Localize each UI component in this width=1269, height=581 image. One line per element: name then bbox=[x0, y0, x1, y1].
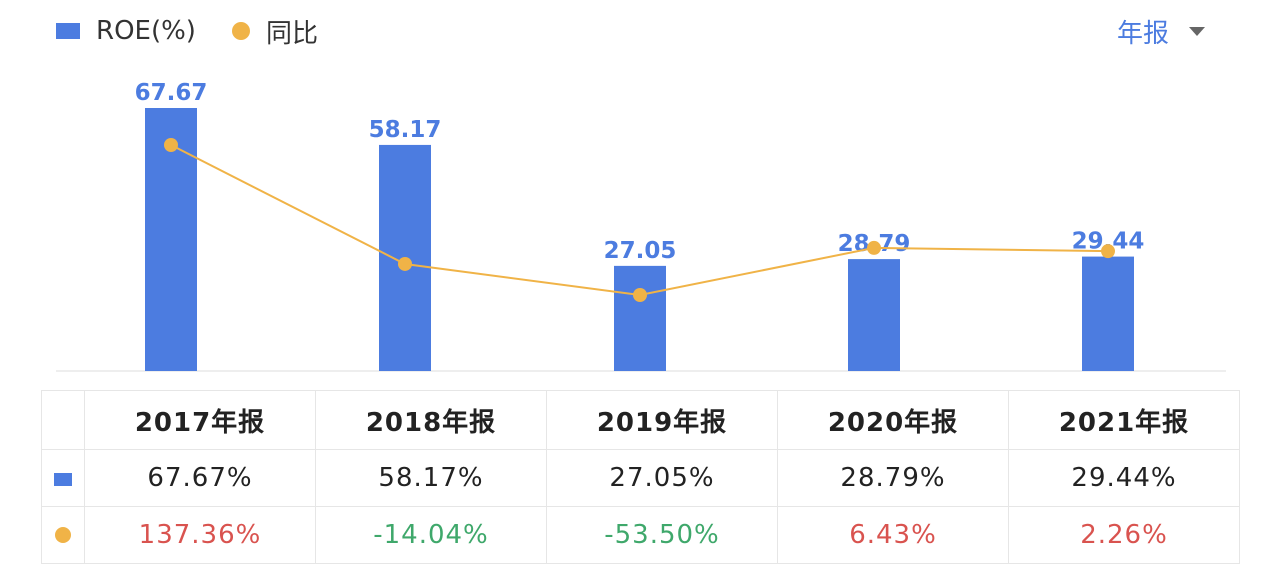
table-header-cell: 2019年报 bbox=[546, 390, 778, 450]
yoy-point bbox=[164, 138, 178, 152]
yoy-point bbox=[633, 288, 647, 302]
table-cell: 137.36% bbox=[84, 506, 316, 564]
table-header-cell: 2021年报 bbox=[1008, 390, 1240, 450]
roe-bar bbox=[614, 265, 666, 371]
table-cell: 29.44% bbox=[1008, 449, 1240, 507]
yoy-point bbox=[1101, 244, 1115, 259]
roe-row-marker bbox=[41, 449, 85, 507]
yoy-row-marker bbox=[41, 506, 85, 564]
yoy-legend-label: 同比 bbox=[265, 18, 318, 49]
table-header-cell: 2017年报 bbox=[84, 390, 316, 450]
table-cell: 67.67% bbox=[84, 449, 316, 507]
roe-bar bbox=[848, 259, 900, 371]
bar-square-icon bbox=[54, 473, 72, 486]
roe-bar bbox=[1082, 256, 1134, 371]
table-cell: 27.05% bbox=[546, 449, 778, 507]
bar-value-label: 58.17 bbox=[369, 117, 442, 143]
table-header-row: 2017年报 2018年报 2019年报 2020年报 2021年报 bbox=[41, 390, 1240, 450]
table-cell: 6.43% bbox=[777, 506, 1009, 564]
dot-icon bbox=[55, 527, 71, 543]
table-header-cell: 2018年报 bbox=[315, 390, 547, 450]
table-cell: -14.04% bbox=[315, 506, 547, 564]
report-period-dropdown[interactable]: 年报 bbox=[1116, 14, 1205, 49]
data-table: 2017年报 2018年报 2019年报 2020年报 2021年报 67.67… bbox=[41, 390, 1240, 564]
yoy-point bbox=[867, 240, 881, 255]
dropdown-triangle-icon[interactable] bbox=[1189, 26, 1205, 36]
roe-legend-label: ROE(%) bbox=[96, 16, 196, 46]
yoy-point bbox=[398, 256, 412, 271]
bar-value-label: 27.05 bbox=[604, 238, 677, 264]
table-cell: 28.79% bbox=[777, 449, 1009, 507]
bar-value-label: 67.67 bbox=[135, 80, 208, 106]
table-cell: 2.26% bbox=[1008, 506, 1240, 564]
chart-legend: ROE(%) 同比 bbox=[56, 14, 318, 49]
report-period-label[interactable]: 年报 bbox=[1116, 18, 1169, 49]
table-corner-cell bbox=[41, 390, 85, 450]
roe-legend-swatch bbox=[56, 23, 80, 39]
table-header-cell: 2020年报 bbox=[777, 390, 1009, 450]
yoy-line-series bbox=[164, 138, 1115, 302]
table-cell: -53.50% bbox=[546, 506, 778, 564]
table-cell: 58.17% bbox=[315, 449, 547, 507]
yoy-legend-swatch bbox=[231, 22, 250, 40]
table-row-roe: 67.67% 58.17% 27.05% 28.79% 29.44% bbox=[41, 449, 1240, 507]
table-row-yoy: 137.36% -14.04% -53.50% 6.43% 2.26% bbox=[41, 506, 1240, 564]
